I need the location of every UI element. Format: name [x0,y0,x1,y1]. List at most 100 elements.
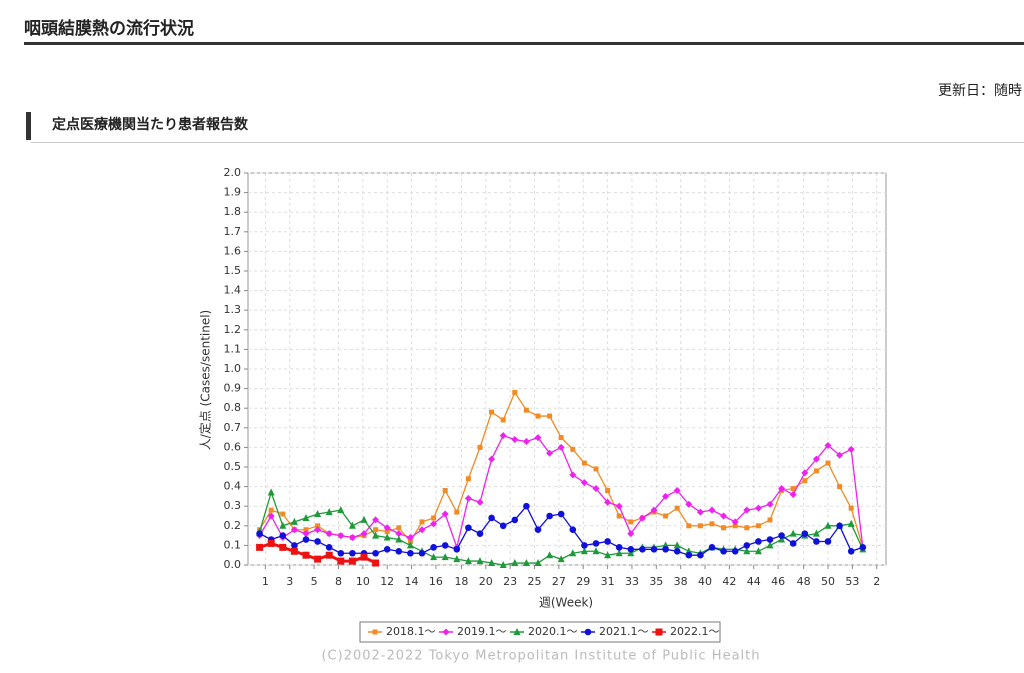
point [766,541,774,549]
point [580,547,588,555]
point [557,510,565,518]
point [731,547,739,555]
x-tick-label: 16 [429,575,443,588]
point [825,460,831,466]
point [824,538,832,545]
point [848,505,854,511]
x-tick-label: 53 [845,575,859,588]
point [489,409,495,415]
point [407,549,414,557]
point [453,555,461,563]
point [360,553,368,561]
point [755,523,761,529]
y-tick-label: 0.8 [224,401,242,414]
y-tick-label: 1.1 [224,342,242,355]
point [499,561,507,568]
y-tick-label: 0.7 [224,421,242,434]
point [279,521,287,529]
point [802,478,808,484]
point [522,559,530,567]
point [616,513,622,519]
point [523,502,530,510]
point [314,555,322,563]
x-tick-label: 29 [576,575,590,588]
point [592,540,600,547]
point [476,557,484,565]
point [396,525,402,531]
point [789,490,797,498]
point [348,521,356,529]
point [662,546,669,553]
point [383,524,391,532]
point [418,549,426,557]
point [534,559,542,567]
point [419,519,425,525]
x-tick-label: 8 [335,575,342,588]
point [349,549,356,557]
point [372,516,380,524]
y-tick-label: 2.0 [224,166,242,179]
point [766,536,774,543]
point [557,555,565,563]
point [267,539,275,547]
point [570,446,576,452]
x-tick-label: 3 [286,575,293,588]
point [581,460,587,466]
legend-box [359,621,721,643]
point [465,476,471,482]
point [488,559,496,567]
point [627,549,635,557]
point [778,535,786,543]
point [837,484,843,490]
point [847,445,855,453]
point [314,538,321,545]
legend-marker [513,628,521,635]
point [615,544,623,551]
point [581,542,588,549]
y-tick-label: 1.8 [224,205,242,218]
update-date: 更新日：随時 [938,83,1022,99]
point [547,413,553,419]
x-tick-label: 50 [821,575,835,588]
point [441,542,449,549]
point [720,512,728,520]
y-tick-label: 0.2 [224,519,242,532]
point [512,390,518,396]
point [604,498,612,506]
point [778,532,785,539]
point [337,557,345,565]
legend-label: 2022.1～ [670,625,720,638]
point [325,530,333,538]
point [721,525,727,531]
y-tick-label: 1.9 [224,186,242,199]
section-bar [26,112,31,140]
point [546,449,554,457]
point [464,494,472,502]
point [592,485,600,493]
point [465,524,472,532]
y-tick-label: 0.4 [224,480,242,493]
x-tick-label: 42 [722,575,736,588]
point [279,543,287,551]
point [372,549,379,557]
point [256,530,263,537]
x-tick-label: 35 [649,575,663,588]
point [511,436,519,444]
point [813,538,820,545]
point [315,523,321,529]
y-tick-label: 1.2 [224,323,242,336]
point [430,544,437,551]
y-axis-label: 人/定点 (Cases/sentinel) [198,310,213,451]
point [605,488,611,494]
x-tick-label: 44 [747,575,761,588]
point [639,546,646,553]
x-tick-label: 20 [479,575,493,588]
point [476,530,484,537]
point [604,551,612,559]
point [441,510,449,518]
x-tick-label: 2 [873,575,880,588]
point [337,532,345,540]
point [488,455,496,463]
point [824,441,832,449]
point [383,546,391,553]
